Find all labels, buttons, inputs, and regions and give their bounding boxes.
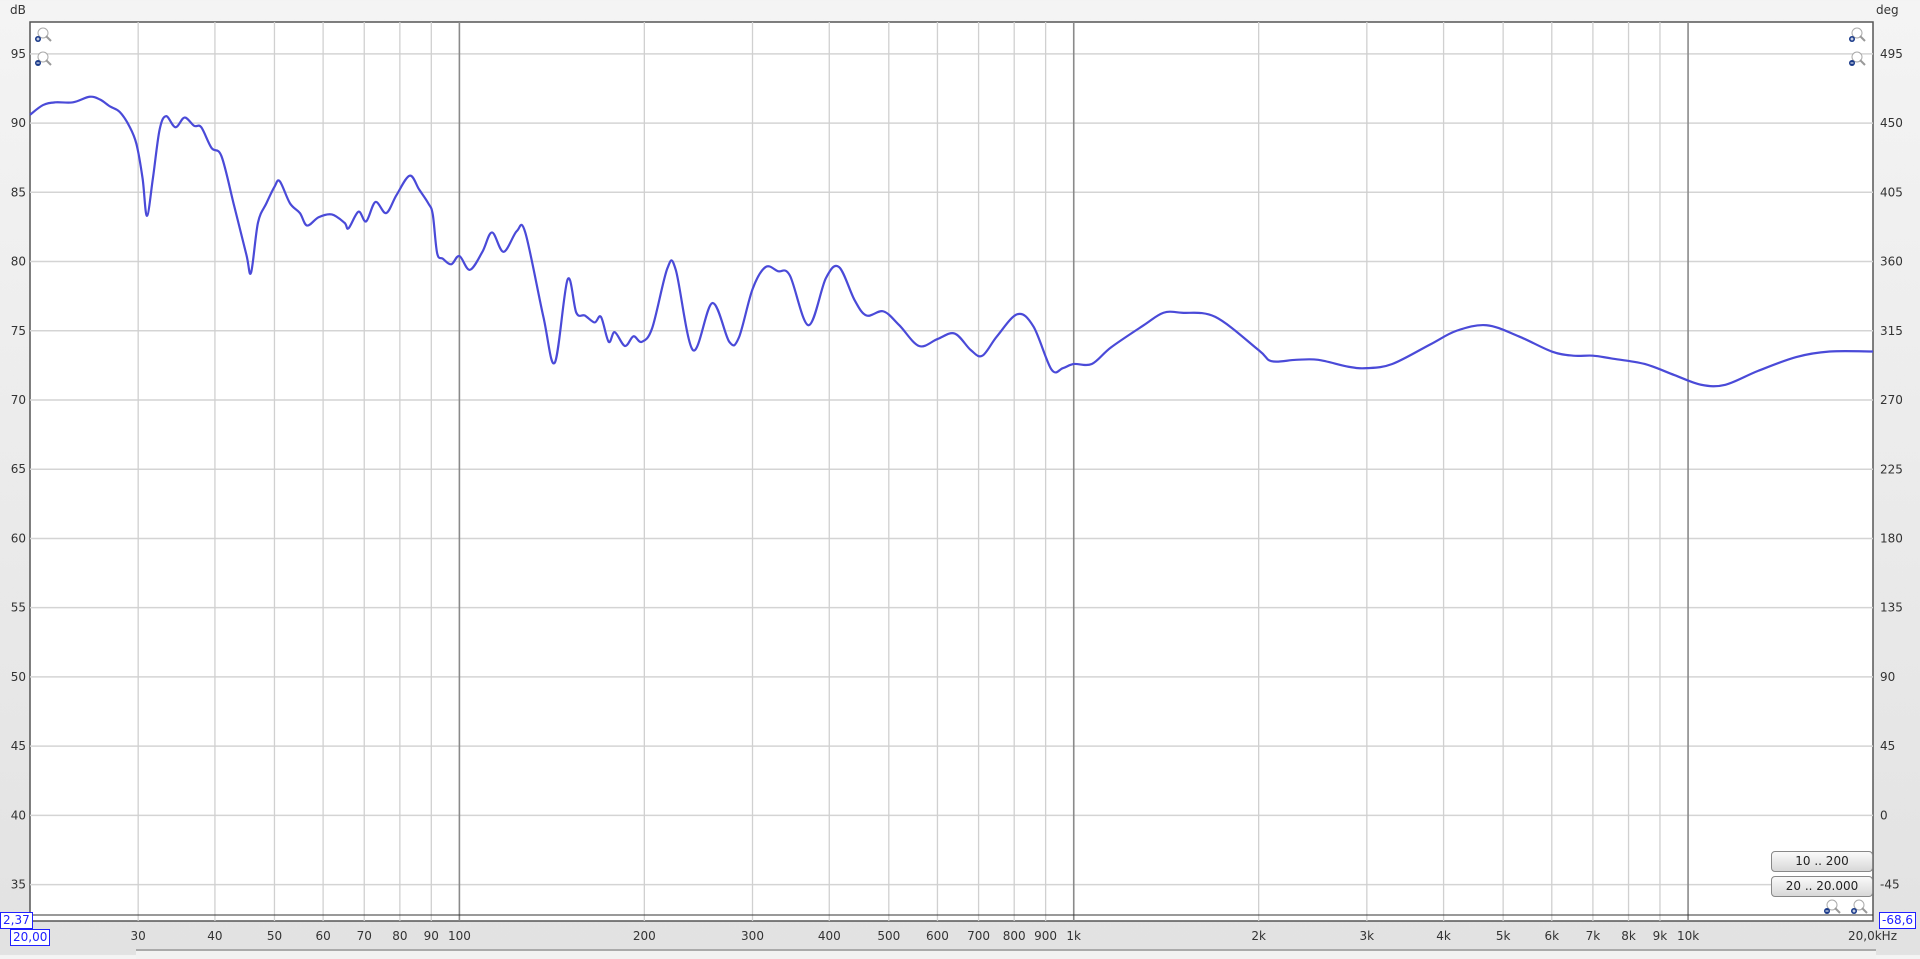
x-tick-label: 10k — [1677, 929, 1699, 943]
y-tick-label: 95 — [11, 47, 26, 61]
y2-tick-label: 45 — [1880, 739, 1895, 753]
x-tick-label: 100 — [448, 929, 471, 943]
y2-tick-label: 360 — [1880, 255, 1903, 269]
y2-tick-label: 405 — [1880, 185, 1903, 199]
range-20-20000-button[interactable]: 20 .. 20.000 — [1771, 876, 1873, 897]
zoom-out-icon[interactable] — [34, 50, 54, 68]
x-tick-label: 50 — [267, 929, 282, 943]
y-tick-label: 55 — [11, 601, 26, 615]
x-tick-label: 6k — [1544, 929, 1559, 943]
x-tick-label: 70 — [357, 929, 372, 943]
cursor-y-left-readout: 2,37 — [0, 912, 33, 929]
y-tick-label: 40 — [11, 808, 26, 822]
range-10-200-button[interactable]: 10 .. 200 — [1771, 851, 1873, 872]
zoom-in-icon[interactable] — [34, 26, 54, 44]
cursor-y-right-readout: -68,6 — [1879, 912, 1917, 929]
y-tick-label: 75 — [11, 324, 26, 338]
y2-tick-label: 315 — [1880, 324, 1903, 338]
y-axis-unit: dB — [10, 3, 26, 17]
y2-axis-labels: -45 0 45 90 135 180 225 270 315 360 405 450 495 — [1880, 47, 1903, 892]
x-tick-label: 500 — [877, 929, 900, 943]
x-tick-label: 400 — [818, 929, 841, 943]
cursor-x-readout: 20,00 — [10, 929, 51, 946]
y-tick-label: 80 — [11, 255, 26, 269]
zoom-in-icon[interactable] — [1848, 26, 1868, 44]
y-tick-label: 65 — [11, 462, 26, 476]
y-tick-label: 85 — [11, 185, 26, 199]
x-tick-label: 9k — [1653, 929, 1668, 943]
y-tick-label: 90 — [11, 116, 26, 130]
y-tick-label: 60 — [11, 531, 26, 545]
x-tick-label: 4k — [1436, 929, 1451, 943]
y2-tick-label: 180 — [1880, 532, 1903, 546]
y-tick-label: 70 — [11, 393, 26, 407]
x-tick-label: 5k — [1496, 929, 1511, 943]
x-tick-label: 900 — [1034, 929, 1057, 943]
y-tick-label: 50 — [11, 670, 26, 684]
y2-tick-label: 495 — [1880, 47, 1903, 61]
x-tick-label: 7k — [1586, 929, 1601, 943]
x-tick-label: 90 — [424, 929, 439, 943]
x-tick-label: 1k — [1066, 929, 1081, 943]
bottom-panel — [136, 949, 1876, 959]
x-tick-label: 2k — [1251, 929, 1266, 943]
y2-axis-unit: deg — [1876, 3, 1899, 17]
x-tick-label: 300 — [741, 929, 764, 943]
y2-tick-label: -45 — [1880, 878, 1900, 892]
y-tick-label: 35 — [11, 878, 26, 892]
x-tick-label: 600 — [926, 929, 949, 943]
x-tick-label: 60 — [315, 929, 330, 943]
zoom-out-icon[interactable] — [1848, 50, 1868, 68]
grid — [29, 21, 1874, 922]
x-tick-label: 800 — [1003, 929, 1026, 943]
x-tick-label: 30 — [131, 929, 146, 943]
y2-tick-label: 0 — [1880, 808, 1888, 822]
x-axis-labels: 30 40 50 60 70 80 90 100 200 300 400 500 600 700 800 90… — [131, 929, 1700, 943]
zoom-out-icon[interactable] — [1823, 898, 1843, 916]
y2-tick-label: 225 — [1880, 462, 1903, 476]
x-tick-label: 200 — [633, 929, 656, 943]
y-axis-labels: 35 40 45 50 55 60 65 70 75 80 85 90 95 — [11, 47, 26, 892]
zoom-in-icon[interactable] — [1850, 898, 1870, 916]
y-tick-label: 45 — [11, 739, 26, 753]
y2-tick-label: 90 — [1880, 670, 1895, 684]
x-tick-label: 3k — [1360, 929, 1375, 943]
x-tick-label: 700 — [967, 929, 990, 943]
y2-tick-label: 270 — [1880, 393, 1903, 407]
x-tick-label: 8k — [1621, 929, 1636, 943]
y2-tick-label: 135 — [1880, 601, 1903, 615]
x-tick-label: 40 — [207, 929, 222, 943]
x-axis-end-label: 20,0kHz — [1848, 929, 1897, 943]
x-tick-label: 80 — [392, 929, 407, 943]
plot-area — [29, 21, 1874, 922]
spl-curve — [29, 95, 1874, 388]
y2-tick-label: 450 — [1880, 116, 1903, 130]
